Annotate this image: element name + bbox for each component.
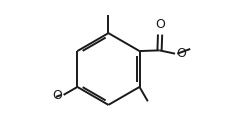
Text: O: O <box>53 89 62 102</box>
Text: O: O <box>155 18 165 31</box>
Text: O: O <box>176 47 186 60</box>
